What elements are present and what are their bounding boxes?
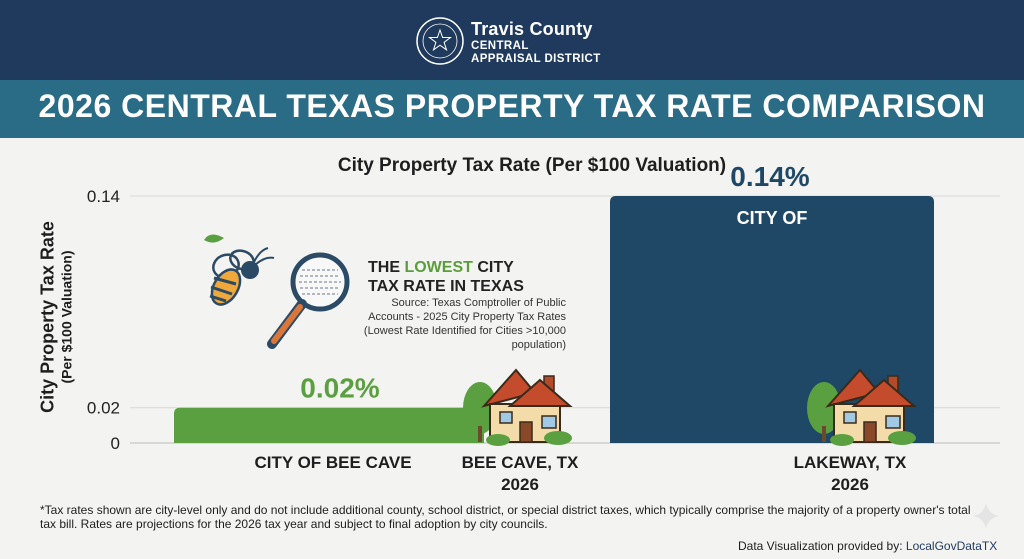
house-icon [807, 368, 917, 446]
header-band [0, 0, 1024, 80]
category-label-lakeway: CITY OF [737, 208, 808, 228]
sublabel-lakeway: LAKEWAY, TX 2026 [770, 452, 930, 496]
callout-source: Source: Texas Comptroller of Public Acco… [363, 297, 566, 351]
callout-title-suffix: CITY [472, 259, 514, 276]
seal-icon [416, 17, 464, 65]
sublabel-lakeway-line-2: 2026 [831, 475, 869, 494]
credit-label: Data Visualization provided by: [738, 539, 906, 553]
magnifier-icon [267, 252, 350, 349]
org-name: Travis County [471, 19, 593, 39]
category-label-bee-cave: CITY OF BEE CAVE [254, 453, 412, 472]
sparkle-icon [973, 503, 999, 529]
data-label: 0.02% [300, 373, 379, 404]
footnote: *Tax rates shown are city-level only and… [40, 503, 971, 531]
callout-title-highlight: LOWEST [404, 259, 473, 276]
callout-title: THE LOWEST CITY TAX RATE IN TEXAS [368, 258, 524, 296]
callout-title-prefix: THE [368, 259, 405, 276]
bar-bee-cave [174, 407, 484, 443]
y-tick-label: 0.14 [87, 187, 120, 206]
sublabel-bee-cave-line-1: BEE CAVE, TX [461, 453, 579, 472]
org-subtitle: CENTRAL APPRAISAL DISTRICT [471, 40, 601, 66]
sublabel-bee-cave: BEE CAVE, TX 2026 [440, 452, 600, 496]
callout-title-line-2: TAX RATE IN TEXAS [368, 278, 524, 295]
credit-source: LocalGovDataTX [905, 539, 998, 553]
y-tick-label: 0.02 [87, 399, 120, 418]
main-title: 2026 CENTRAL TEXAS PROPERTY TAX RATE COM… [38, 88, 986, 124]
sublabel-lakeway-line-1: LAKEWAY, TX [793, 453, 907, 472]
org-line-3: APPRAISAL DISTRICT [471, 53, 601, 65]
credit-line: Data Visualization provided by: LocalGov… [738, 539, 997, 553]
bee-icon [204, 234, 275, 306]
sublabel-bee-cave-line-2: 2026 [501, 475, 539, 494]
chart-title: City Property Tax Rate (Per $100 Valuati… [337, 155, 727, 176]
data-label: 0.14% [730, 161, 809, 192]
title-band [0, 80, 1024, 138]
org-line-2: CENTRAL [471, 40, 529, 52]
y-tick-label: 0 [111, 434, 120, 453]
house-icon [463, 368, 573, 446]
